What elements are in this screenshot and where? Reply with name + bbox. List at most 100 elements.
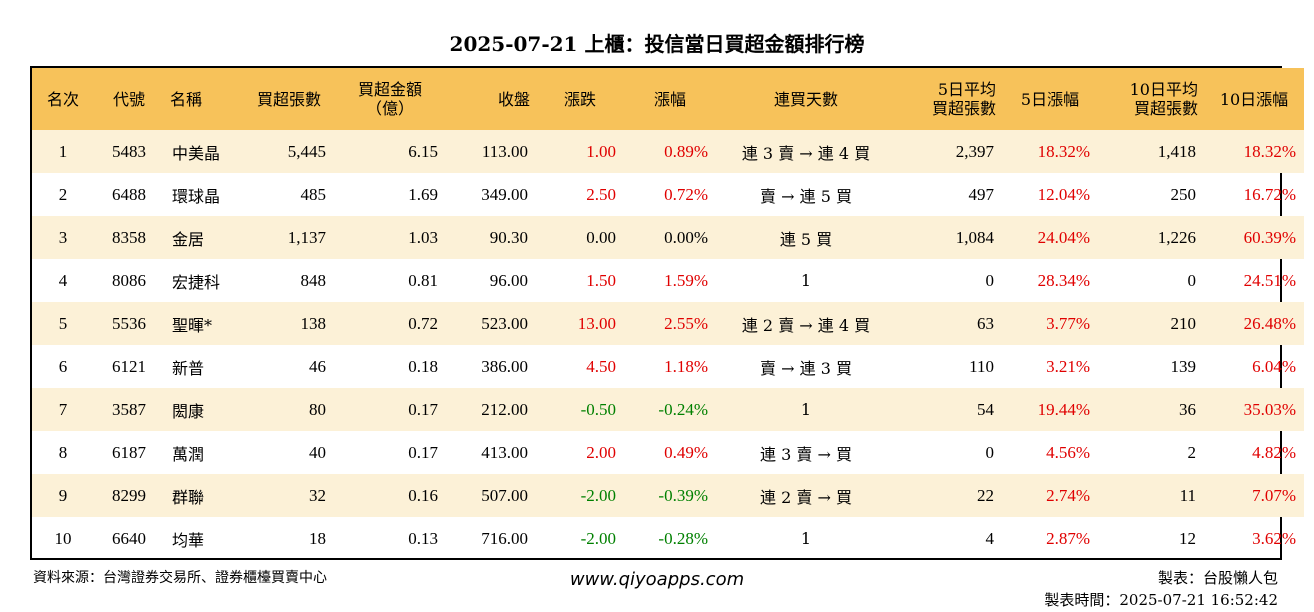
- column-header-rank: 名次: [32, 68, 94, 130]
- cell-pct5: 2.74%: [1046, 485, 1090, 505]
- maker-credit: 製表：台股懶人包: [1157, 569, 1278, 587]
- column-header-label: 漲幅: [653, 89, 686, 109]
- cell-code: 5483: [112, 141, 146, 161]
- cell-net_shares: 46: [309, 356, 326, 376]
- cell-streak: 連 5 買: [779, 229, 833, 249]
- cell-change: -2.00: [580, 485, 616, 505]
- website-link[interactable]: www.qiyoapps.com: [569, 569, 745, 590]
- column-header-label: 買超張數: [256, 89, 321, 109]
- cell-name: 聖暉*: [172, 315, 213, 335]
- cell-close: 716.00: [481, 528, 528, 548]
- table-row: 10 6640 均華 18 0.13 716.00 -2.00 -0.28% 1 4 2.87% 12…: [32, 517, 1304, 560]
- table-row: 5 5536 聖暉* 138 0.72 523.00 13.00 2.55% 連 2 賣 → 連…: [32, 302, 1304, 345]
- cell-pct10: 26.48%: [1243, 313, 1296, 333]
- cell-streak: 連 2 賣 → 連 4 買: [741, 315, 871, 335]
- cell-change: 13.00: [577, 313, 616, 333]
- cell-pct: 0.89%: [664, 141, 708, 161]
- cell-avg5: 0: [985, 270, 995, 290]
- cell-name: 金居: [172, 229, 205, 249]
- cell-name: 環球晶: [172, 186, 221, 206]
- cell-pct: 2.55%: [664, 313, 708, 333]
- cell-net_amount: 0.72: [408, 313, 438, 333]
- cell-net_shares: 138: [300, 313, 327, 333]
- cell-rank: 1: [58, 141, 68, 161]
- cell-change: 2.50: [586, 184, 616, 204]
- cell-rank: 6: [58, 356, 68, 376]
- cell-net_amount: 0.81: [408, 270, 438, 290]
- column-header-sublabel: （億）: [365, 99, 414, 118]
- cell-net_shares: 80: [309, 399, 326, 419]
- table-row: 7 3587 閎康 80 0.17 212.00 -0.50 -0.24% 1 54 19.44% 3…: [32, 388, 1304, 431]
- cell-change: -2.00: [580, 528, 616, 548]
- cell-avg5: 4: [985, 528, 995, 548]
- column-header-pct10: 10日漲幅: [1204, 68, 1304, 130]
- table-row: 4 8086 宏捷科 848 0.81 96.00 1.50 1.59% 1 0 28.34% 0 24…: [32, 259, 1304, 302]
- cell-pct5: 18.32%: [1037, 141, 1090, 161]
- cell-pct: 0.49%: [664, 442, 708, 462]
- cell-pct5: 4.56%: [1046, 442, 1090, 462]
- cell-pct10: 16.72%: [1243, 184, 1296, 204]
- column-header-net_amount: 買超金額 （億）: [334, 68, 446, 130]
- cell-pct10: 7.07%: [1252, 485, 1296, 505]
- cell-name: 群聯: [172, 487, 205, 507]
- cell-net_amount: 1.03: [408, 227, 438, 247]
- cell-change: 0.00: [586, 227, 616, 247]
- cell-close: 90.30: [489, 227, 528, 247]
- cell-net_shares: 18: [309, 528, 326, 548]
- cell-avg10: 1,226: [1157, 227, 1196, 247]
- column-header-change: 漲跌: [536, 68, 624, 130]
- cell-avg10: 12: [1179, 528, 1196, 548]
- cell-avg5: 63: [977, 313, 994, 333]
- cell-close: 386.00: [481, 356, 528, 376]
- column-header-label: 漲跌: [563, 89, 596, 109]
- column-header-label: 5日漲幅: [1020, 89, 1080, 109]
- cell-pct: 0.72%: [664, 184, 708, 204]
- cell-pct5: 19.44%: [1037, 399, 1090, 419]
- cell-streak: 賣 → 連 3 買: [760, 358, 852, 378]
- cell-change: 1.00: [586, 141, 616, 161]
- table-row: 1 5483 中美晶 5,445 6.15 113.00 1.00 0.89% 連 3 賣 → …: [32, 130, 1304, 173]
- column-header-net_shares: 買超張數: [244, 68, 334, 130]
- cell-pct: -0.39%: [658, 485, 708, 505]
- ranking-table-frame: 名次 代號 名稱 買超張數 買超金額 （億） 收盤 漲跌 漲幅 連買天數 5日平均 買超張數 5日漲幅 1…: [30, 66, 1304, 560]
- cell-net_shares: 485: [300, 184, 327, 204]
- cell-pct10: 3.62%: [1252, 528, 1296, 548]
- cell-pct5: 3.21%: [1046, 356, 1090, 376]
- data-source: 資料來源：台灣證券交易所、證券櫃檯買賣中心: [33, 570, 327, 586]
- cell-rank: 2: [58, 184, 68, 204]
- cell-net_amount: 6.15: [408, 141, 438, 161]
- cell-code: 6640: [112, 528, 146, 548]
- column-header-sublabel: 買超張數: [1133, 99, 1198, 118]
- cell-pct10: 4.82%: [1252, 442, 1296, 462]
- cell-close: 96.00: [489, 270, 528, 290]
- cell-pct: 1.18%: [664, 356, 708, 376]
- cell-avg10: 2: [1187, 442, 1197, 462]
- cell-avg5: 110: [969, 356, 994, 376]
- cell-rank: 5: [58, 313, 68, 333]
- cell-avg10: 210: [1170, 313, 1197, 333]
- cell-rank: 7: [58, 399, 68, 419]
- cell-avg10: 36: [1179, 399, 1196, 419]
- column-header-label: 收盤: [497, 89, 530, 109]
- cell-code: 6488: [112, 184, 146, 204]
- cell-streak: 連 3 賣 → 買: [760, 444, 852, 464]
- table-row: 2 6488 環球晶 485 1.69 349.00 2.50 0.72% 賣 → 連 5 買 4…: [32, 173, 1304, 216]
- cell-rank: 9: [58, 485, 68, 505]
- column-header-label: 名稱: [170, 89, 203, 109]
- cell-pct: 1.59%: [664, 270, 708, 290]
- cell-streak: 1: [800, 400, 812, 419]
- cell-net_amount: 0.17: [408, 399, 438, 419]
- cell-rank: 3: [58, 227, 68, 247]
- cell-avg5: 2,397: [955, 141, 994, 161]
- cell-pct10: 18.32%: [1243, 141, 1296, 161]
- cell-name: 均華: [172, 530, 205, 550]
- page-title: 2025-07-21 上櫃：投信當日買超金額排行榜: [449, 32, 865, 56]
- cell-pct10: 35.03%: [1243, 399, 1296, 419]
- cell-name: 萬潤: [172, 444, 205, 464]
- cell-pct: 0.00%: [664, 227, 708, 247]
- cell-avg10: 1,418: [1157, 141, 1196, 161]
- cell-pct5: 12.04%: [1037, 184, 1090, 204]
- cell-net_amount: 1.69: [408, 184, 438, 204]
- column-header-avg10: 10日平均 買超張數: [1098, 68, 1204, 130]
- cell-pct5: 2.87%: [1046, 528, 1090, 548]
